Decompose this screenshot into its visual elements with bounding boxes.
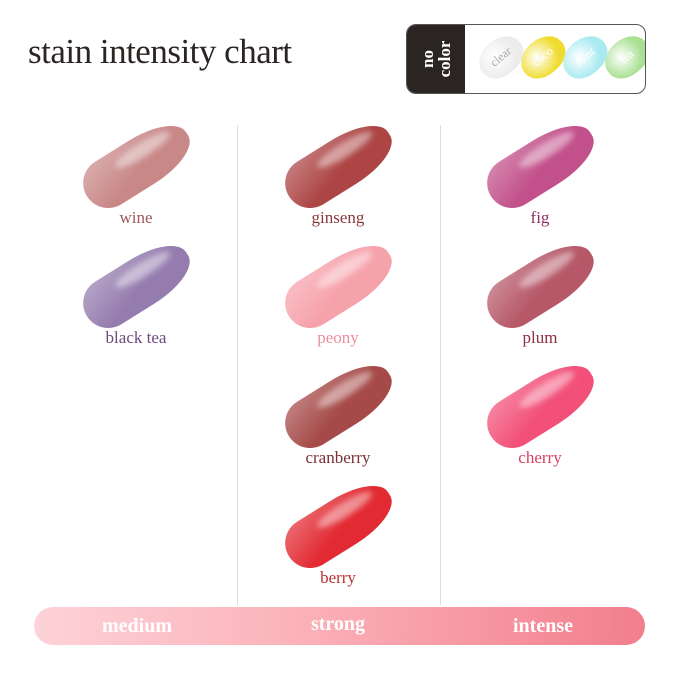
- swatch-ginseng: [275, 112, 403, 218]
- swatch-black-tea: [73, 232, 201, 338]
- shade-label: plum: [522, 328, 558, 347]
- no-color-label: no color: [418, 40, 454, 78]
- no-color-swatch-label: clear: [487, 43, 515, 70]
- swatch-plum: [477, 232, 605, 338]
- no-color-swatch-label: mint: [571, 44, 598, 70]
- shade-label: wine: [119, 208, 153, 227]
- page-title: stain intensity chart: [28, 32, 292, 71]
- shade-label: peony: [317, 328, 359, 347]
- shade-label: ginseng: [311, 208, 365, 227]
- no-color-label-box: no color: [407, 25, 465, 93]
- no-color-panel: no color clear coco mint tea: [406, 24, 646, 94]
- no-color-swatch-label: tea: [616, 46, 637, 67]
- column-divider: [237, 125, 238, 605]
- intensity-medium: medium: [102, 615, 172, 637]
- swatch-cranberry: [275, 352, 403, 458]
- swatch-cherry: [477, 352, 605, 458]
- no-color-swatch-label: coco: [529, 43, 556, 70]
- swatch-peony: [275, 232, 403, 338]
- column-divider: [440, 125, 441, 605]
- shade-label: cranberry: [305, 448, 371, 467]
- shade-label: black tea: [105, 328, 167, 347]
- shade-label: fig: [530, 208, 550, 227]
- swatch-berry: [275, 472, 403, 578]
- intensity-strong: strong: [310, 613, 366, 635]
- swatch-wine: [73, 112, 201, 218]
- intensity-bar: medium strong intense: [34, 607, 645, 645]
- shade-label: cherry: [518, 448, 562, 467]
- intensity-intense: intense: [513, 615, 573, 637]
- shade-label: berry: [320, 568, 356, 587]
- swatch-fig: [477, 112, 605, 218]
